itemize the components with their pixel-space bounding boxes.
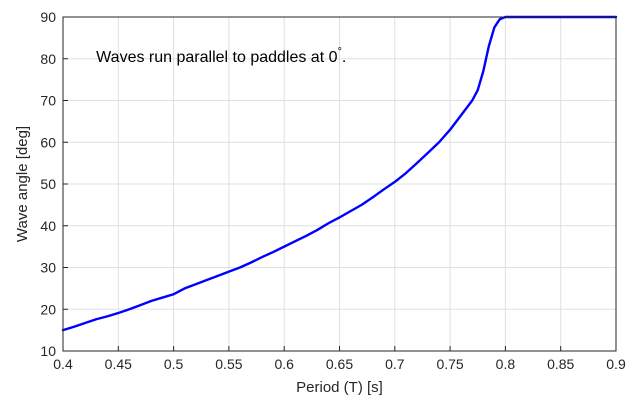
x-tick-label: 0.5 — [164, 356, 184, 372]
x-tick-label: 0.4 — [53, 356, 73, 372]
x-tick-label: 0.75 — [436, 356, 463, 372]
y-tick-label: 10 — [40, 343, 56, 359]
y-tick-label: 40 — [40, 218, 56, 234]
y-tick-label: 30 — [40, 260, 56, 276]
x-axis-label: Period (T) [s] — [296, 379, 383, 396]
x-tick-label: 0.55 — [215, 356, 242, 372]
y-tick-label: 50 — [40, 176, 56, 192]
y-tick-label: 90 — [40, 9, 56, 25]
x-tick-label: 0.9 — [606, 356, 626, 372]
x-tick-label: 0.8 — [496, 356, 516, 372]
annotation-superscript: ° — [338, 46, 342, 58]
annotation-suffix: . — [342, 49, 346, 66]
annotation-text: Waves run parallel to paddles at 0 — [96, 49, 337, 66]
y-tick-label: 60 — [40, 134, 56, 150]
x-tick-label: 0.7 — [385, 356, 405, 372]
x-tick-label: 0.45 — [105, 356, 132, 372]
x-tick-label: 0.85 — [547, 356, 574, 372]
annotation: Waves run parallel to paddles at 0°. — [96, 46, 346, 66]
y-tick-label: 70 — [40, 93, 56, 109]
y-axis-label: Wave angle [deg] — [14, 126, 31, 242]
x-tick-label: 0.6 — [274, 356, 294, 372]
x-axis-ticks: 0.4 0.45 0.5 0.55 0.6 0.65 0.7 0.75 0.8 0.85 0.9 — [53, 346, 626, 372]
plot-frame — [62, 16, 617, 352]
y-tick-label: 80 — [40, 51, 56, 67]
x-tick-label: 0.65 — [326, 356, 353, 372]
y-tick-label: 20 — [40, 301, 56, 317]
